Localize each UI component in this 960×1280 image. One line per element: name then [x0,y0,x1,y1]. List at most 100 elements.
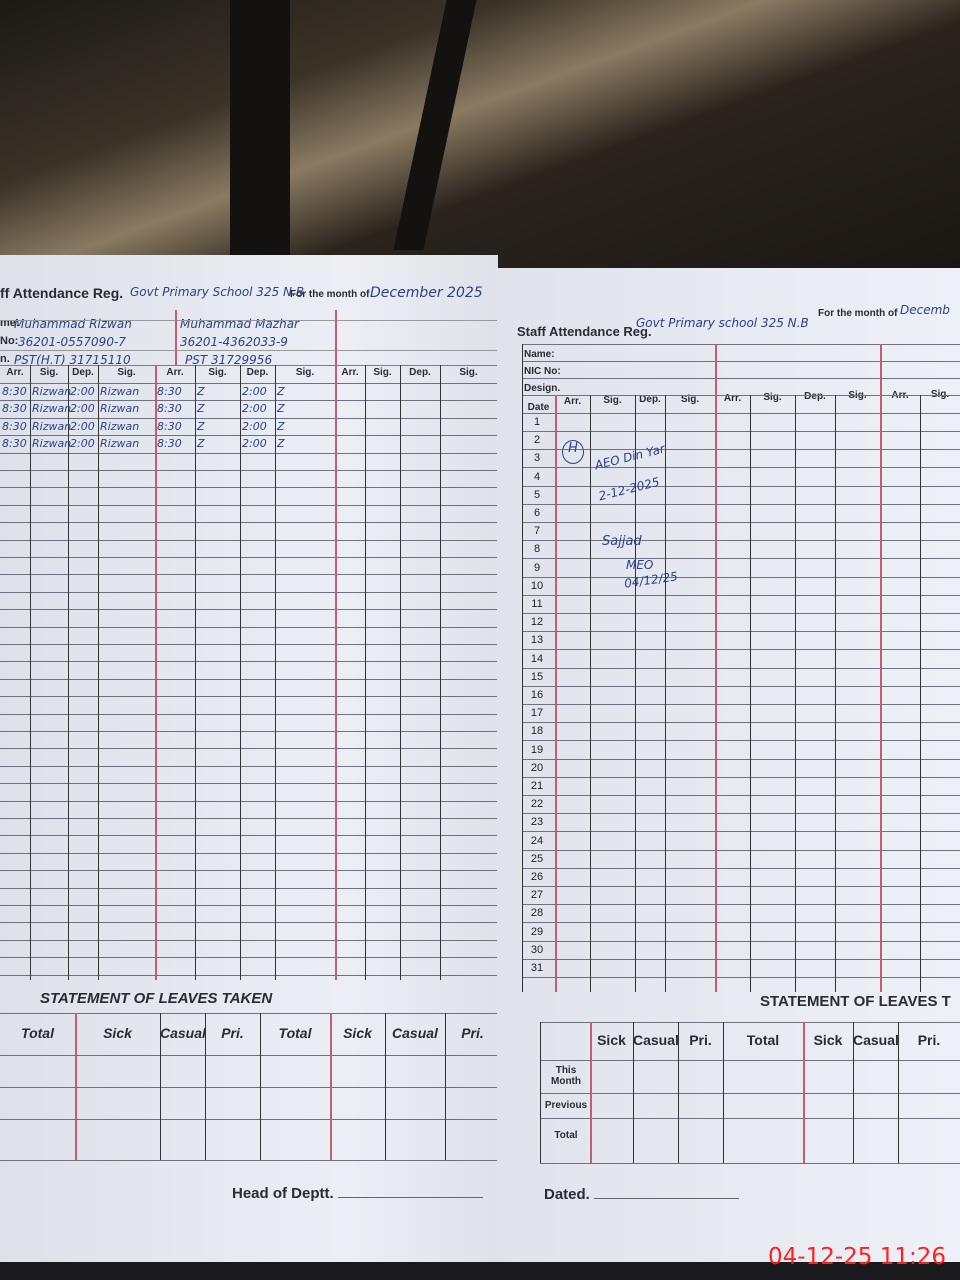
column-line [803,1022,805,1163]
column-line [750,395,751,992]
attendance-entry: 8:30 [157,437,182,451]
leaves-row-label: Previous [544,1100,588,1111]
row-line [522,867,960,869]
leaves-top [0,1013,497,1014]
date-number: 18 [530,725,544,738]
head-of-deptt-label: Head of Deptt. [232,1185,483,1202]
column-line [920,395,921,992]
row-line [0,435,497,437]
row-line [0,922,497,924]
date-number: 5 [533,488,541,501]
row-line [0,870,497,872]
name-line [0,350,497,351]
date-number: 24 [530,834,544,847]
row-line [522,776,960,778]
column-header: Sig. [920,389,960,400]
leaves-row-line [0,1119,497,1120]
column-header: Sig. [208,367,227,378]
date-number: 21 [530,780,544,792]
column-line [555,395,557,992]
date-number: 22 [530,798,544,811]
attendance-entry: Z [197,419,205,433]
head-label-text: Head of Deptt. [232,1185,334,1202]
row-line [522,413,960,414]
register-title: ff Attendance Reg. [0,285,124,301]
date-number: 8 [533,543,541,556]
row-line [0,939,497,941]
date-number: 14 [530,652,544,665]
column-line [635,395,636,992]
column-header: Sig. [459,367,478,378]
leaves-header: Pri. [461,1025,484,1041]
date-number: 2 [533,434,541,447]
background-floor [0,0,960,270]
row-line [522,540,960,542]
row-line [0,957,497,959]
attendance-entry: Rizwan [32,385,72,398]
column-line [522,344,523,992]
date-number: 4 [533,470,541,483]
row-line [522,485,960,487]
row-line [522,449,960,451]
attendance-entry: 8:30 [157,385,182,398]
attendance-entry: 8:30 [2,437,27,451]
attendance-entry: Z [277,419,285,433]
row-line [0,713,497,715]
attendance-entry: Z [197,402,205,416]
row-line [0,470,497,471]
name-label: Name: [524,349,555,360]
column-line [195,365,196,980]
holiday-mark: H [562,440,584,464]
leaves-header: Sick [813,1032,843,1048]
row-line [522,594,960,596]
leaves-row-line [540,1118,960,1119]
attendance-entry: 2:00 [242,419,267,433]
inspection-date: 2-12-2025 [597,474,661,504]
column-line [68,365,69,980]
column-line [898,1022,899,1163]
attendance-entry: Rizwan [32,402,72,416]
date-header: Date [527,402,550,413]
attendance-entry: 2:00 [70,437,95,451]
attendance-entry: Rizwan [100,419,140,433]
attendance-entry: Rizwan [100,402,140,416]
column-header: Sig. [373,367,392,378]
date-number: 10 [530,579,544,592]
column-line [540,1022,541,1163]
attendance-entry: Z [197,385,205,398]
row-line [0,818,497,819]
dated-label: Dated. [544,1186,739,1203]
column-line [98,365,99,980]
date-number: 3 [533,452,541,465]
row-line [522,558,960,560]
design-label: Design. [524,383,561,394]
row-line [522,631,960,633]
school-name: Govt Primary School 325 N.B [130,285,305,299]
row-line [0,417,497,419]
school-name: Govt Primary school 325 N.B [636,316,809,330]
date-number: 20 [530,761,544,774]
row-line [0,731,497,732]
leaves-row-line [540,1093,960,1094]
row-line [0,974,497,976]
row-line [0,383,497,384]
month-label: For the month of [818,308,898,319]
row-line [522,685,960,687]
column-line [205,1013,206,1160]
column-line [330,1013,332,1160]
column-line [590,395,591,992]
row-line [522,361,960,362]
column-line [715,344,717,992]
row-line [522,886,960,887]
month-value: December 2025 [370,285,483,301]
signature-line [337,1197,483,1198]
column-header: Sig. [603,395,622,407]
date-number: 30 [530,943,544,956]
leaves-row-label: This Month [551,1065,581,1087]
attendance-entry: 8:30 [157,419,182,433]
leaves-title: STATEMENT OF LEAVES T [760,993,951,1010]
row-line [0,783,497,785]
leaves-header: Total [21,1025,54,1041]
column-line [723,1022,724,1163]
date-number: 28 [530,907,544,920]
